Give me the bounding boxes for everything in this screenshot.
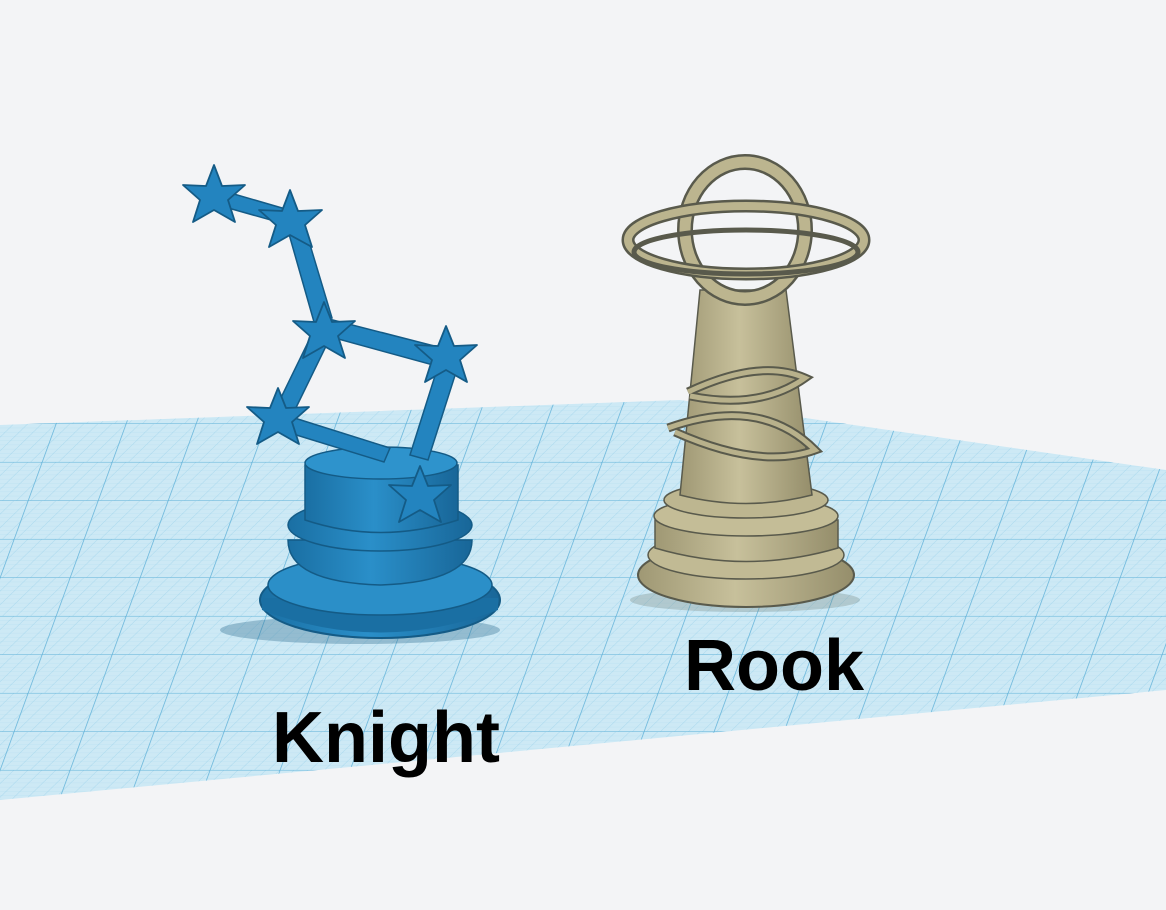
knight-label: Knight [272, 698, 500, 778]
knight-piece[interactable] [182, 164, 501, 644]
rook-label: Rook [684, 626, 864, 706]
workplane-grid[interactable] [0, 400, 1166, 800]
rook-piece[interactable] [621, 154, 871, 612]
